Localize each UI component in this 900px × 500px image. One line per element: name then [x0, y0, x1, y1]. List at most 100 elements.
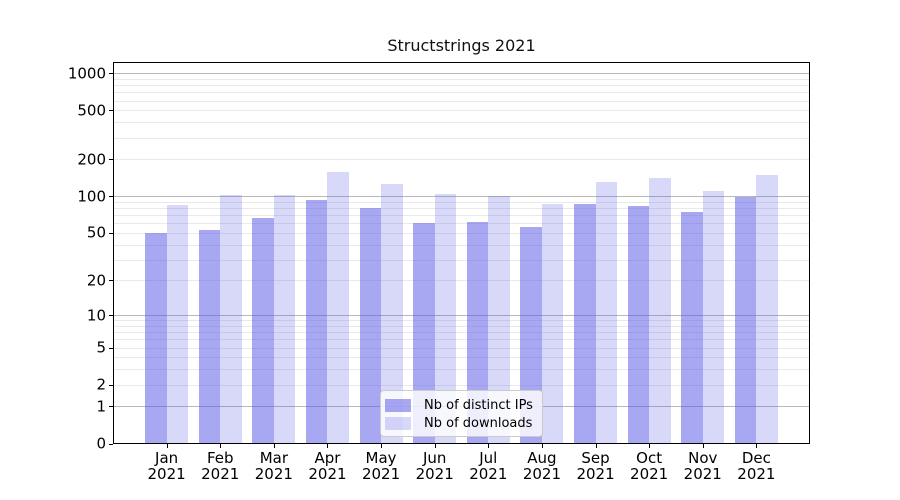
gridline-minor — [113, 208, 810, 210]
gridline-minor — [113, 244, 810, 246]
x-tick-mark — [327, 444, 329, 448]
gridline-minor — [113, 259, 810, 261]
gridline-minor — [113, 78, 810, 80]
y-tick-label: 20 — [86, 271, 106, 290]
gridline-minor — [113, 320, 810, 322]
y-tick-label: 50 — [86, 223, 106, 242]
gridline-minor — [113, 280, 810, 282]
bar-nb-of-distinct-ips-may — [359, 208, 382, 444]
y-tick-mark — [109, 110, 113, 112]
y-tick-label: 500 — [77, 101, 106, 120]
gridline-minor — [113, 232, 810, 234]
x-tick-label: Mar 2021 — [254, 449, 293, 483]
bars-layer — [113, 62, 810, 444]
x-tick-mark — [756, 444, 758, 448]
x-tick-label: Jun 2021 — [415, 449, 454, 483]
bar-nb-of-downloads-may — [381, 183, 403, 444]
bar-nb-of-distinct-ips-jul — [466, 221, 489, 444]
bar-nb-of-downloads-nov — [702, 191, 725, 444]
bar-nb-of-downloads-mar — [273, 195, 296, 444]
y-tick-label: 1000 — [67, 64, 106, 83]
bar-nb-of-distinct-ips-mar — [252, 218, 274, 444]
gridline-minor — [113, 215, 810, 217]
legend-item-downloads: Nb of downloads — [385, 414, 542, 432]
y-tick-label: 2 — [96, 375, 106, 394]
gridline-minor — [113, 339, 810, 341]
legend-swatch-distinct-ips — [385, 398, 411, 412]
x-tick-mark — [381, 444, 383, 448]
plot-area — [113, 62, 810, 444]
gridline-minor — [113, 332, 810, 334]
bar-nb-of-distinct-ips-oct — [627, 206, 650, 444]
x-tick-label: Sep 2021 — [576, 449, 615, 483]
gridline-minor — [113, 137, 810, 139]
gridline-minor — [113, 92, 810, 94]
gridline-minor — [113, 357, 810, 359]
chart-title: Structstrings 2021 — [387, 36, 536, 55]
gridline-major — [113, 73, 810, 75]
x-tick-mark — [702, 444, 704, 448]
y-tick-mark — [109, 73, 113, 75]
x-tick-label: Apr 2021 — [308, 449, 347, 483]
y-tick-mark — [109, 443, 113, 445]
bar-nb-of-distinct-ips-dec — [734, 196, 757, 444]
gridline-minor — [113, 159, 810, 161]
gridlines-layer — [113, 62, 810, 444]
x-tick-label: Oct 2021 — [630, 449, 669, 483]
bar-nb-of-downloads-jul — [488, 196, 510, 444]
y-tick-mark — [109, 159, 113, 161]
legend-label-downloads: Nb of downloads — [424, 415, 533, 431]
legend: Nb of distinct IPs Nb of downloads — [380, 390, 543, 437]
bar-nb-of-downloads-jan — [166, 205, 189, 444]
y-tick-mark — [109, 384, 113, 386]
bar-nb-of-downloads-apr — [327, 171, 349, 444]
x-tick-mark — [166, 444, 168, 448]
bar-nb-of-downloads-dec — [756, 175, 778, 444]
bar-nb-of-distinct-ips-jun — [413, 223, 435, 444]
x-tick-mark — [595, 444, 597, 448]
y-tick-label: 1 — [96, 397, 106, 416]
bar-nb-of-downloads-oct — [649, 177, 671, 444]
y-tick-label: 0 — [96, 434, 106, 453]
gridline-major — [113, 315, 810, 317]
x-tick-label: Nov 2021 — [683, 449, 722, 483]
legend-label-distinct-ips: Nb of distinct IPs — [424, 397, 533, 413]
gridline-minor — [113, 384, 810, 386]
x-tick-label: Jan 2021 — [147, 449, 186, 483]
y-tick-label: 5 — [96, 338, 106, 357]
y-tick-label: 100 — [77, 187, 106, 206]
gridline-minor — [113, 110, 810, 112]
legend-item-distinct-ips: Nb of distinct IPs — [385, 396, 542, 414]
y-tick-mark — [109, 280, 113, 282]
gridline-minor — [113, 347, 810, 349]
x-tick-label: Aug 2021 — [522, 449, 562, 483]
y-tick-mark — [109, 347, 113, 349]
gridline-minor — [113, 223, 810, 225]
y-tick-label: 10 — [86, 306, 106, 325]
y-tick-mark — [109, 315, 113, 317]
bar-nb-of-distinct-ips-apr — [305, 199, 328, 444]
gridline-minor — [113, 122, 810, 124]
y-tick-mark — [109, 406, 113, 408]
bar-nb-of-distinct-ips-feb — [198, 229, 221, 444]
x-tick-label: May 2021 — [361, 449, 401, 483]
bar-nb-of-downloads-jun — [434, 193, 457, 444]
y-tick-mark — [109, 232, 113, 234]
gridline-minor — [113, 325, 810, 327]
bar-nb-of-distinct-ips-nov — [681, 212, 703, 444]
x-tick-label: Jul 2021 — [469, 449, 508, 483]
x-tick-mark — [488, 444, 490, 448]
x-tick-label: Feb 2021 — [201, 449, 240, 483]
x-tick-label: Dec 2021 — [737, 449, 776, 483]
x-tick-mark — [649, 444, 651, 448]
gridline-minor — [113, 100, 810, 102]
x-tick-mark — [273, 444, 275, 448]
y-tick-label: 200 — [77, 150, 106, 169]
gridline-minor — [113, 85, 810, 87]
bar-nb-of-downloads-sep — [595, 181, 618, 444]
bar-nb-of-distinct-ips-jan — [145, 232, 167, 444]
gridline-major — [113, 196, 810, 198]
bar-nb-of-downloads-aug — [541, 204, 564, 444]
x-tick-mark — [220, 444, 222, 448]
